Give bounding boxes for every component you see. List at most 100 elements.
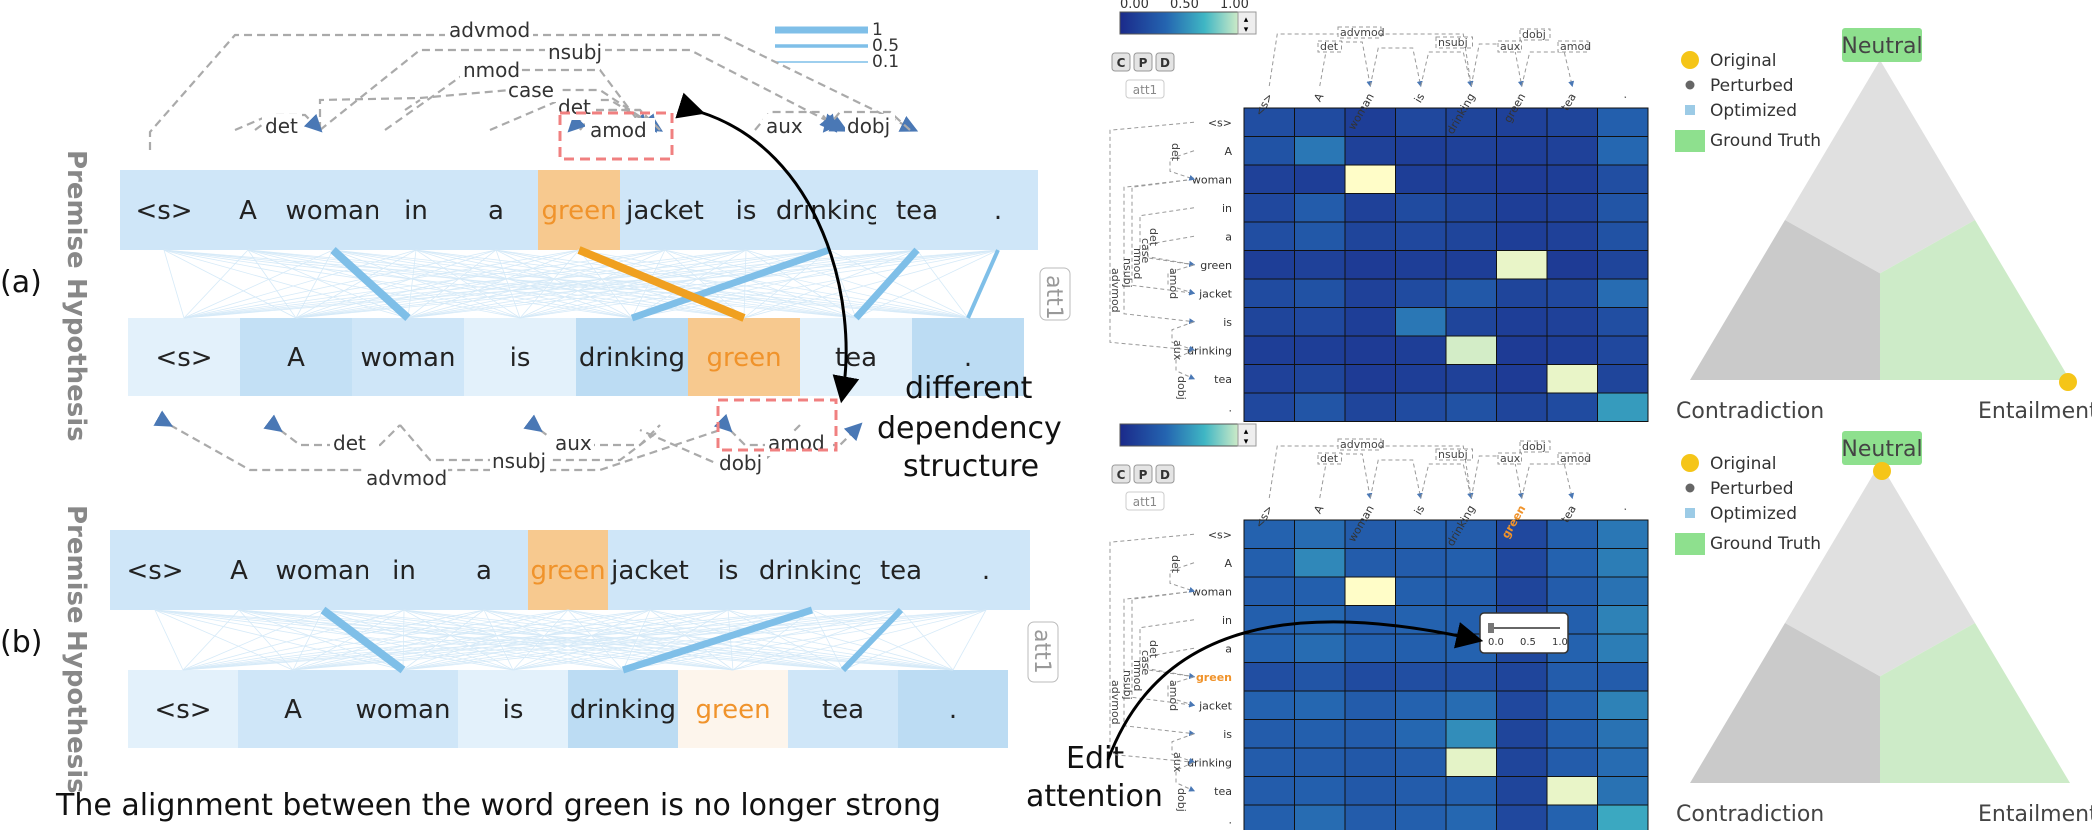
premise-a-token-box[interactable] bbox=[454, 170, 538, 250]
premise-b-token-box[interactable] bbox=[860, 530, 942, 610]
heatmap-cell[interactable] bbox=[1546, 307, 1598, 337]
heatmap-cell[interactable] bbox=[1344, 776, 1396, 806]
premise-a-token[interactable]: drinking bbox=[776, 196, 882, 226]
hypothesis-b-token[interactable]: . bbox=[949, 695, 957, 725]
view-button-d[interactable] bbox=[1155, 464, 1175, 484]
heatmap-cell[interactable] bbox=[1395, 278, 1447, 308]
heatmap-cell[interactable] bbox=[1496, 662, 1548, 692]
heatmap-cell[interactable] bbox=[1344, 605, 1396, 635]
heatmap-cell[interactable] bbox=[1243, 719, 1295, 749]
view-button-c[interactable] bbox=[1111, 52, 1131, 72]
premise-b-token-box[interactable] bbox=[764, 530, 860, 610]
heatmap-cell[interactable] bbox=[1294, 633, 1346, 663]
heatmap-cell[interactable] bbox=[1546, 804, 1598, 830]
heatmap-cell[interactable] bbox=[1546, 278, 1598, 308]
heatmap-cell[interactable] bbox=[1395, 747, 1447, 777]
premise-a-token[interactable]: . bbox=[994, 196, 1002, 226]
premise-a-token-box[interactable] bbox=[378, 170, 454, 250]
heatmap-cell[interactable] bbox=[1496, 776, 1548, 806]
att-selector[interactable] bbox=[1125, 79, 1165, 99]
premise-a-token-box[interactable] bbox=[288, 170, 378, 250]
premise-a-token[interactable]: is bbox=[736, 196, 757, 226]
chevron-up-icon[interactable]: ▴ bbox=[1244, 15, 1249, 25]
heatmap-cell[interactable] bbox=[1445, 719, 1497, 749]
heatmap-cell[interactable] bbox=[1294, 519, 1346, 549]
heatmap-cell[interactable] bbox=[1243, 747, 1295, 777]
heatmap-cell[interactable] bbox=[1243, 278, 1295, 308]
heatmap-cell[interactable] bbox=[1496, 107, 1548, 137]
view-button-d[interactable] bbox=[1155, 52, 1175, 72]
heatmap-cell[interactable] bbox=[1344, 164, 1396, 194]
heatmap-cell[interactable] bbox=[1445, 662, 1497, 692]
heatmap-cell[interactable] bbox=[1496, 164, 1548, 194]
heatmap-cell[interactable] bbox=[1445, 690, 1497, 720]
heatmap-cell[interactable] bbox=[1395, 307, 1447, 337]
heatmap-cell[interactable] bbox=[1243, 164, 1295, 194]
heatmap-cell[interactable] bbox=[1395, 719, 1447, 749]
heatmap-cell[interactable] bbox=[1597, 164, 1649, 194]
heatmap-cell[interactable] bbox=[1344, 335, 1396, 365]
heatmap-cell[interactable] bbox=[1546, 690, 1598, 720]
heatmap-cell[interactable] bbox=[1395, 392, 1447, 422]
heatmap-cell[interactable] bbox=[1294, 278, 1346, 308]
heatmap-cell[interactable] bbox=[1597, 221, 1649, 251]
heatmap-cell[interactable] bbox=[1445, 576, 1497, 606]
heatmap-cell[interactable] bbox=[1395, 633, 1447, 663]
heatmap-cell[interactable] bbox=[1597, 193, 1649, 223]
heatmap-cell[interactable] bbox=[1597, 804, 1649, 830]
hypothesis-a-token[interactable]: woman bbox=[361, 343, 456, 373]
heatmap-cell[interactable] bbox=[1344, 719, 1396, 749]
heatmap-cell[interactable] bbox=[1294, 193, 1346, 223]
premise-a-token[interactable]: tea bbox=[896, 196, 938, 226]
view-button-c[interactable] bbox=[1111, 464, 1131, 484]
heatmap-cell[interactable] bbox=[1597, 576, 1649, 606]
heatmap-cell[interactable] bbox=[1597, 747, 1649, 777]
hypothesis-b-token-box[interactable] bbox=[128, 670, 238, 748]
premise-a-token[interactable]: in bbox=[404, 196, 428, 226]
att-selector[interactable] bbox=[1125, 491, 1165, 511]
hypothesis-a-token[interactable]: . bbox=[964, 343, 972, 373]
heatmap-cell[interactable] bbox=[1395, 136, 1447, 166]
heatmap-cell[interactable] bbox=[1344, 107, 1396, 137]
heatmap-cell[interactable] bbox=[1445, 335, 1497, 365]
premise-b-token[interactable]: jacket bbox=[610, 556, 689, 586]
heatmap-cell[interactable] bbox=[1546, 250, 1598, 280]
heatmap-cell[interactable] bbox=[1546, 576, 1598, 606]
heatmap-cell[interactable] bbox=[1294, 107, 1346, 137]
heatmap-cell[interactable] bbox=[1496, 307, 1548, 337]
heatmap-cell[interactable] bbox=[1344, 364, 1396, 394]
heatmap-cell[interactable] bbox=[1243, 107, 1295, 137]
premise-b-token-box[interactable] bbox=[440, 530, 528, 610]
premise-b-token-box[interactable] bbox=[942, 530, 1030, 610]
heatmap-cell[interactable] bbox=[1597, 307, 1649, 337]
heatmap-cell[interactable] bbox=[1294, 335, 1346, 365]
heatmap-cell[interactable] bbox=[1546, 747, 1598, 777]
heatmap-cell[interactable] bbox=[1395, 107, 1447, 137]
heatmap-cell[interactable] bbox=[1395, 364, 1447, 394]
hypothesis-a-token[interactable]: green bbox=[706, 343, 781, 373]
hypothesis-a-token[interactable]: is bbox=[510, 343, 531, 373]
hypothesis-a-token-box[interactable] bbox=[912, 318, 1024, 396]
heatmap-cell[interactable] bbox=[1243, 307, 1295, 337]
premise-b-token[interactable]: A bbox=[230, 556, 248, 586]
heatmap-cell[interactable] bbox=[1243, 335, 1295, 365]
heatmap-cell[interactable] bbox=[1546, 335, 1598, 365]
heatmap-cell[interactable] bbox=[1597, 364, 1649, 394]
heatmap-cell[interactable] bbox=[1597, 107, 1649, 137]
heatmap-cell[interactable] bbox=[1294, 250, 1346, 280]
heatmap-cell[interactable] bbox=[1395, 804, 1447, 830]
hypothesis-a-token-box[interactable] bbox=[464, 318, 576, 396]
heatmap-cell[interactable] bbox=[1546, 519, 1598, 549]
heatmap-cell[interactable] bbox=[1395, 221, 1447, 251]
heatmap-cell[interactable] bbox=[1496, 576, 1548, 606]
heatmap-cell[interactable] bbox=[1496, 193, 1548, 223]
heatmap-cell[interactable] bbox=[1445, 250, 1497, 280]
premise-a-token-box[interactable] bbox=[876, 170, 958, 250]
premise-a-token-box[interactable] bbox=[208, 170, 288, 250]
heatmap-cell[interactable] bbox=[1597, 392, 1649, 422]
heatmap-cell[interactable] bbox=[1496, 519, 1548, 549]
heatmap-cell[interactable] bbox=[1445, 364, 1497, 394]
heatmap-cell[interactable] bbox=[1496, 719, 1548, 749]
heatmap-cell[interactable] bbox=[1243, 136, 1295, 166]
heatmap-cell[interactable] bbox=[1243, 193, 1295, 223]
